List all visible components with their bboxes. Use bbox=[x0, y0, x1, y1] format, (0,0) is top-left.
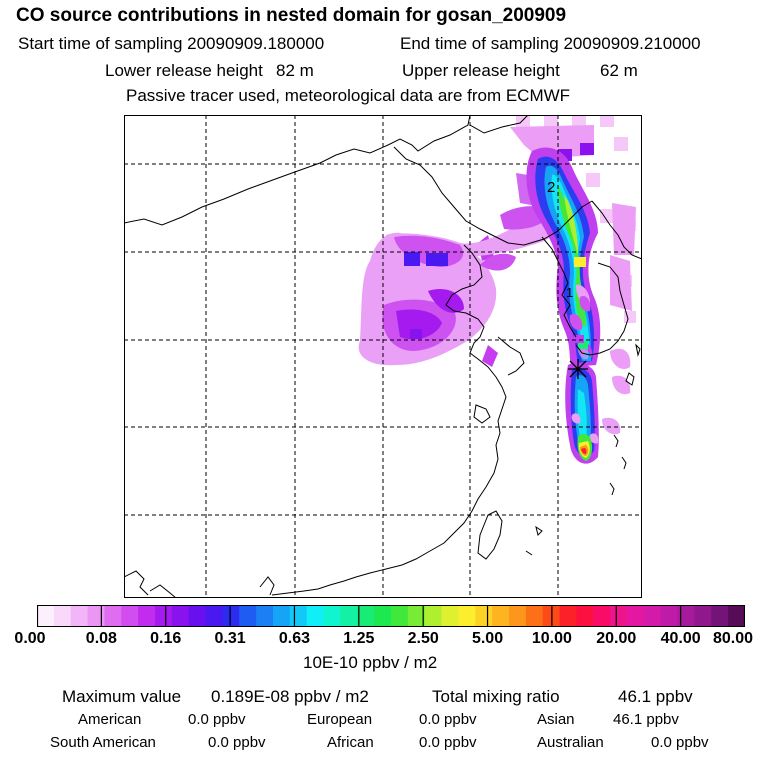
colorbar-tick-label: 0.08 bbox=[85, 630, 117, 647]
source-name-american: American bbox=[78, 711, 142, 728]
start-time-label: Start time of sampling 20090909.180000 bbox=[18, 34, 325, 53]
colorbar-swatch bbox=[171, 605, 190, 627]
colorbar-swatch bbox=[492, 605, 510, 627]
colorbar-swatch bbox=[458, 605, 476, 627]
total-mixing-value: 46.1 ppbv bbox=[618, 687, 693, 706]
colorbar-swatch bbox=[256, 605, 274, 627]
colorbar-swatch bbox=[677, 605, 695, 627]
colorbar-swatch bbox=[138, 605, 156, 627]
end-time-label: End time of sampling 20090909.210000 bbox=[400, 34, 701, 53]
colorbar-tick-label: 20.00 bbox=[596, 630, 637, 647]
colorbar-swatch bbox=[155, 605, 173, 627]
colorbar-tick-label: 80.00 bbox=[712, 630, 754, 647]
source-name-european: European bbox=[307, 711, 373, 728]
receptor-star-icon bbox=[568, 359, 588, 379]
colorbar-swatch bbox=[289, 605, 308, 627]
colorbar-swatch bbox=[357, 605, 375, 627]
colorbar-swatch bbox=[593, 605, 611, 627]
colorbar-canvas bbox=[36, 605, 746, 627]
colorbar-swatch bbox=[239, 605, 257, 627]
colorbar-swatch bbox=[407, 605, 426, 627]
trajectory-marker-2: 2 bbox=[547, 179, 555, 196]
colorbar-swatch bbox=[576, 605, 594, 627]
colorbar-swatch bbox=[53, 605, 72, 627]
source-name-african: African bbox=[327, 734, 374, 751]
coastlines bbox=[124, 115, 642, 598]
colorbar-tick-label: 0.63 bbox=[278, 630, 311, 647]
colorbar-tick-label: 2.50 bbox=[407, 630, 439, 647]
source-value-south-american: 0.0 ppbv bbox=[208, 734, 266, 751]
colorbar-tick-label: 1.25 bbox=[343, 630, 375, 647]
source-value-asian: 46.1 ppbv bbox=[613, 711, 679, 728]
colorbar-tick-label: 5.00 bbox=[471, 630, 504, 647]
colorbar-swatch bbox=[104, 605, 122, 627]
lower-release-value: 82 m bbox=[276, 61, 314, 80]
colorbar-swatch bbox=[694, 605, 712, 627]
colorbar-swatch bbox=[509, 605, 527, 627]
total-mixing-label: Total mixing ratio bbox=[432, 687, 560, 706]
source-name-asian: Asian bbox=[537, 711, 575, 728]
map-frame bbox=[124, 115, 642, 598]
colorbar-swatch bbox=[87, 605, 105, 627]
source-name-south-american: South American bbox=[50, 734, 156, 751]
source-value-american: 0.0 ppbv bbox=[188, 711, 246, 728]
colorbar-units: 10E-10 ppbv / m2 bbox=[303, 653, 438, 672]
colorbar-swatch bbox=[222, 605, 240, 627]
colorbar-swatch bbox=[121, 605, 139, 627]
max-value-label: Maximum value bbox=[62, 687, 182, 706]
source-value-european: 0.0 ppbv bbox=[419, 711, 477, 728]
colorbar-swatch bbox=[441, 605, 459, 627]
colorbar-swatch bbox=[660, 605, 679, 627]
colorbar-frame bbox=[37, 605, 745, 627]
colorbar-swatch bbox=[475, 605, 493, 627]
map-canvas: 2 1 bbox=[124, 115, 642, 598]
colorbar-swatch bbox=[610, 605, 628, 627]
colorbar-tick-label: 0.16 bbox=[150, 630, 182, 647]
tracer-note: Passive tracer used, meteorological data… bbox=[126, 86, 571, 105]
map-panel: 2 1 bbox=[124, 115, 642, 598]
colorbar-swatch bbox=[424, 605, 443, 627]
colorbar-swatch bbox=[340, 605, 358, 627]
colorbar-swatch bbox=[37, 605, 55, 627]
colorbar-swatch bbox=[323, 605, 341, 627]
colorbar-swatch bbox=[205, 605, 223, 627]
lower-release-label: Lower release height bbox=[105, 61, 263, 80]
colorbar-swatch bbox=[525, 605, 544, 627]
source-value-australian: 0.0 ppbv bbox=[651, 734, 709, 751]
lat-lon-grid bbox=[124, 115, 642, 598]
max-value: 0.189E-08 ppbv / m2 bbox=[211, 687, 369, 706]
colorbar-tick-label: 10.00 bbox=[531, 630, 572, 647]
colorbar-tick-label: 0.00 bbox=[14, 630, 46, 647]
upper-release-value: 62 m bbox=[600, 61, 638, 80]
colorbar-swatch bbox=[306, 605, 325, 627]
colorbar-tick-label: 40.00 bbox=[660, 630, 701, 647]
colorbar-swatch bbox=[627, 605, 645, 627]
source-value-african: 0.0 ppbv bbox=[419, 734, 477, 751]
plume-field bbox=[358, 115, 636, 464]
trajectory-marker-1: 1 bbox=[566, 285, 573, 300]
colorbar-swatch bbox=[70, 605, 89, 627]
colorbar-swatch bbox=[188, 605, 207, 627]
plot-title: CO source contributions in nested domain… bbox=[16, 5, 567, 26]
colorbar-swatch bbox=[374, 605, 392, 627]
source-name-australian: Australian bbox=[537, 734, 604, 751]
upper-release-label: Upper release height bbox=[402, 61, 560, 80]
colorbar bbox=[36, 605, 746, 627]
colorbar-swatch bbox=[711, 605, 729, 627]
colorbar-swatch bbox=[273, 605, 291, 627]
colorbar-swatch bbox=[643, 605, 662, 627]
colorbar-swatch bbox=[391, 605, 409, 627]
colorbar-swatch bbox=[559, 605, 577, 627]
colorbar-tick-label: 0.31 bbox=[214, 630, 246, 647]
colorbar-swatch bbox=[728, 605, 746, 627]
